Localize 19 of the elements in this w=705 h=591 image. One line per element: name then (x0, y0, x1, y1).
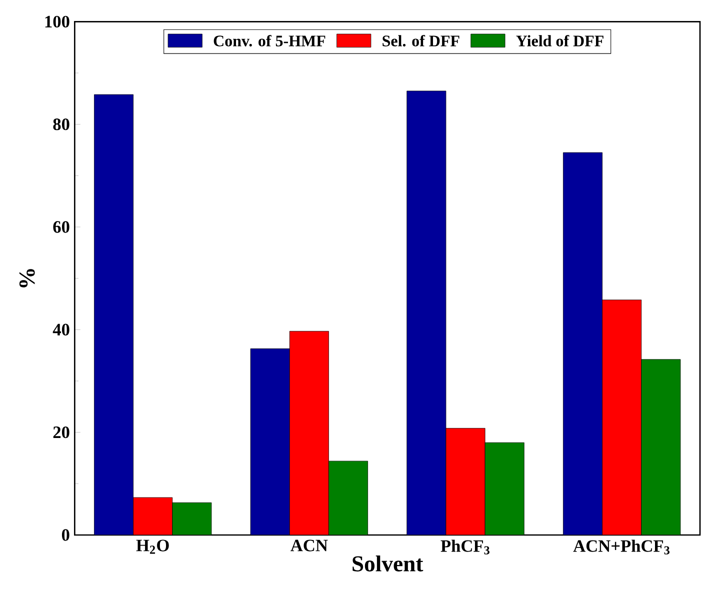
bar (133, 497, 173, 535)
x-tick-label: ACN+PhCF$_{3}$ (573, 540, 670, 554)
legend-label: Sel. of DFF (382, 34, 460, 46)
x-tick-label: PhCF$_{3}$ (440, 540, 490, 554)
y-tick-label: 80 (53, 118, 70, 130)
y-tick-label: 100 (45, 16, 70, 28)
y-tick-label: 40 (52, 324, 70, 336)
x-tick-label: ACN (290, 540, 328, 552)
x-axis-title: Solvent (352, 556, 424, 572)
x-tick-label: H$_{2}$O (136, 540, 169, 554)
y-tick-label: 60 (53, 221, 70, 233)
legend-label: Yield of DFF (516, 34, 604, 46)
legend-label: Conv. of 5-HMF (214, 34, 326, 46)
bar (446, 428, 486, 535)
bar (289, 330, 329, 535)
y-tick-label: 20 (53, 426, 70, 438)
y-axis-title: % (19, 269, 35, 288)
y-tick-label: 0 (62, 529, 70, 541)
bar (602, 300, 642, 535)
